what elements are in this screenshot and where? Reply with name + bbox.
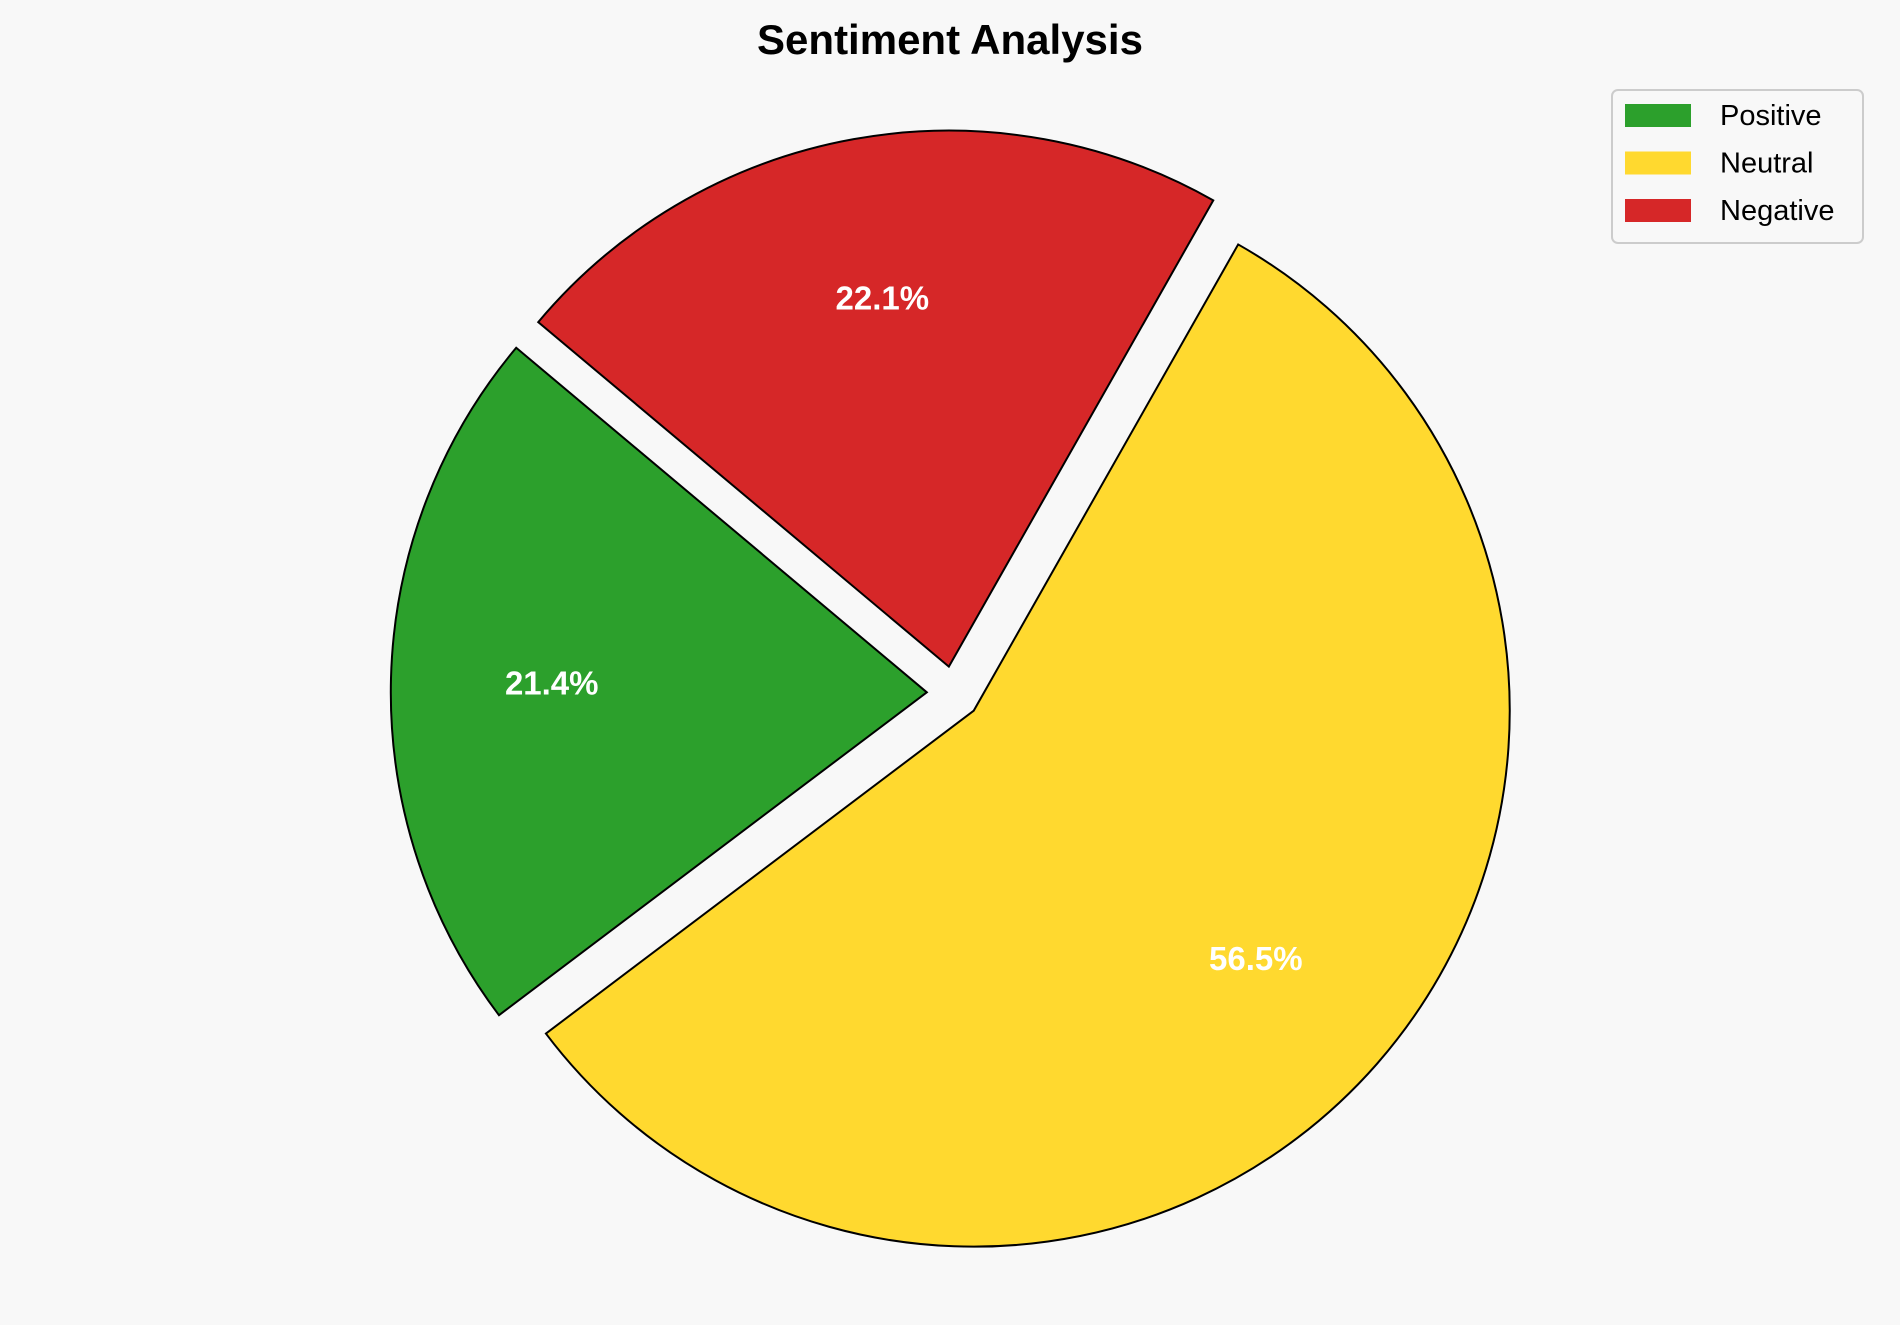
percent-label-positive: 21.4% <box>505 665 599 702</box>
wedges <box>389 129 1511 1248</box>
legend-label-negative: Negative <box>1720 195 1834 227</box>
legend-swatch-negative <box>1625 199 1691 222</box>
legend: Positive Neutral Negative <box>1611 89 1864 244</box>
percent-label-neutral: 56.5% <box>1209 940 1303 977</box>
percent-labels: 21.4% 56.5% 22.1% <box>505 279 1303 977</box>
wedge-negative <box>536 129 1215 669</box>
legend-swatch-neutral <box>1625 151 1691 175</box>
wedge-neutral <box>544 243 1511 1248</box>
legend-label-positive: Positive <box>1720 100 1822 132</box>
legend-label-neutral: Neutral <box>1720 148 1814 180</box>
chart-title: Sentiment Analysis <box>757 16 1143 63</box>
wedge-positive <box>389 346 929 1017</box>
legend-swatch-positive <box>1625 104 1691 127</box>
percent-label-negative: 22.1% <box>835 279 929 316</box>
